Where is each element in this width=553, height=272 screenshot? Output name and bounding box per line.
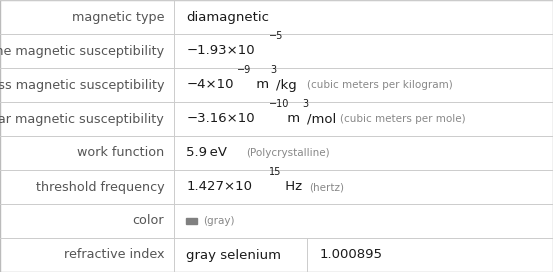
Text: /kg: /kg <box>276 79 297 91</box>
Text: 1.000895: 1.000895 <box>319 249 382 261</box>
Text: 3: 3 <box>302 99 308 109</box>
Text: (Polycrystalline): (Polycrystalline) <box>246 148 330 158</box>
Text: 15: 15 <box>269 167 281 177</box>
Text: −9: −9 <box>237 65 252 75</box>
Text: −10: −10 <box>269 99 290 109</box>
Text: (hertz): (hertz) <box>309 182 344 192</box>
Text: magnetic type: magnetic type <box>72 11 164 23</box>
Text: gray selenium: gray selenium <box>186 249 281 261</box>
Text: −4×10: −4×10 <box>186 79 234 91</box>
Text: (cubic meters per mole): (cubic meters per mole) <box>340 114 466 124</box>
Text: /mol: /mol <box>307 113 337 125</box>
Bar <box>186 218 197 224</box>
Text: m: m <box>252 79 269 91</box>
Text: 1.427×10: 1.427×10 <box>186 181 252 193</box>
Text: (cubic meters per kilogram): (cubic meters per kilogram) <box>307 80 453 90</box>
Text: (gray): (gray) <box>203 216 234 226</box>
Text: refractive index: refractive index <box>64 249 164 261</box>
Text: −3.16×10: −3.16×10 <box>186 113 255 125</box>
Text: volume magnetic susceptibility: volume magnetic susceptibility <box>0 45 164 57</box>
Text: molar magnetic susceptibility: molar magnetic susceptibility <box>0 113 164 125</box>
Text: work function: work function <box>77 147 164 159</box>
Text: mass magnetic susceptibility: mass magnetic susceptibility <box>0 79 164 91</box>
Text: m: m <box>283 113 300 125</box>
Text: −5: −5 <box>269 31 284 41</box>
Text: threshold frequency: threshold frequency <box>35 181 164 193</box>
Text: color: color <box>133 215 164 227</box>
Text: diamagnetic: diamagnetic <box>186 11 269 23</box>
Text: 5.9 eV: 5.9 eV <box>186 147 227 159</box>
Text: −1.93×10: −1.93×10 <box>186 45 255 57</box>
Text: 3: 3 <box>270 65 276 75</box>
Text: Hz: Hz <box>281 181 302 193</box>
